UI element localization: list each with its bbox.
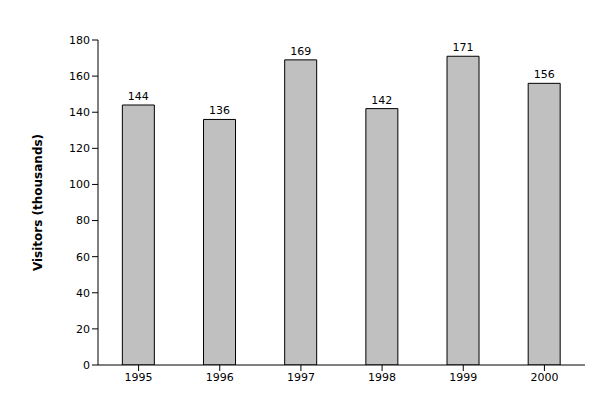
svg-text:142: 142 <box>371 94 392 107</box>
svg-text:1997: 1997 <box>287 371 315 384</box>
svg-text:144: 144 <box>128 90 149 103</box>
svg-text:0: 0 <box>83 359 90 372</box>
svg-text:136: 136 <box>209 104 230 117</box>
svg-text:40: 40 <box>76 287 90 300</box>
svg-text:Visitors (thousands): Visitors (thousands) <box>31 134 45 271</box>
svg-text:1999: 1999 <box>449 371 477 384</box>
svg-text:100: 100 <box>69 178 90 191</box>
svg-text:156: 156 <box>534 68 555 81</box>
svg-text:171: 171 <box>453 41 474 54</box>
svg-text:1995: 1995 <box>125 371 153 384</box>
svg-text:160: 160 <box>69 70 90 83</box>
svg-text:80: 80 <box>76 214 90 227</box>
svg-text:2000: 2000 <box>530 371 558 384</box>
svg-text:60: 60 <box>76 251 90 264</box>
svg-text:140: 140 <box>69 106 90 119</box>
svg-text:120: 120 <box>69 142 90 155</box>
svg-text:169: 169 <box>290 45 311 58</box>
svg-text:1998: 1998 <box>368 371 396 384</box>
svg-text:20: 20 <box>76 323 90 336</box>
svg-text:180: 180 <box>69 34 90 47</box>
svg-text:1996: 1996 <box>206 371 234 384</box>
